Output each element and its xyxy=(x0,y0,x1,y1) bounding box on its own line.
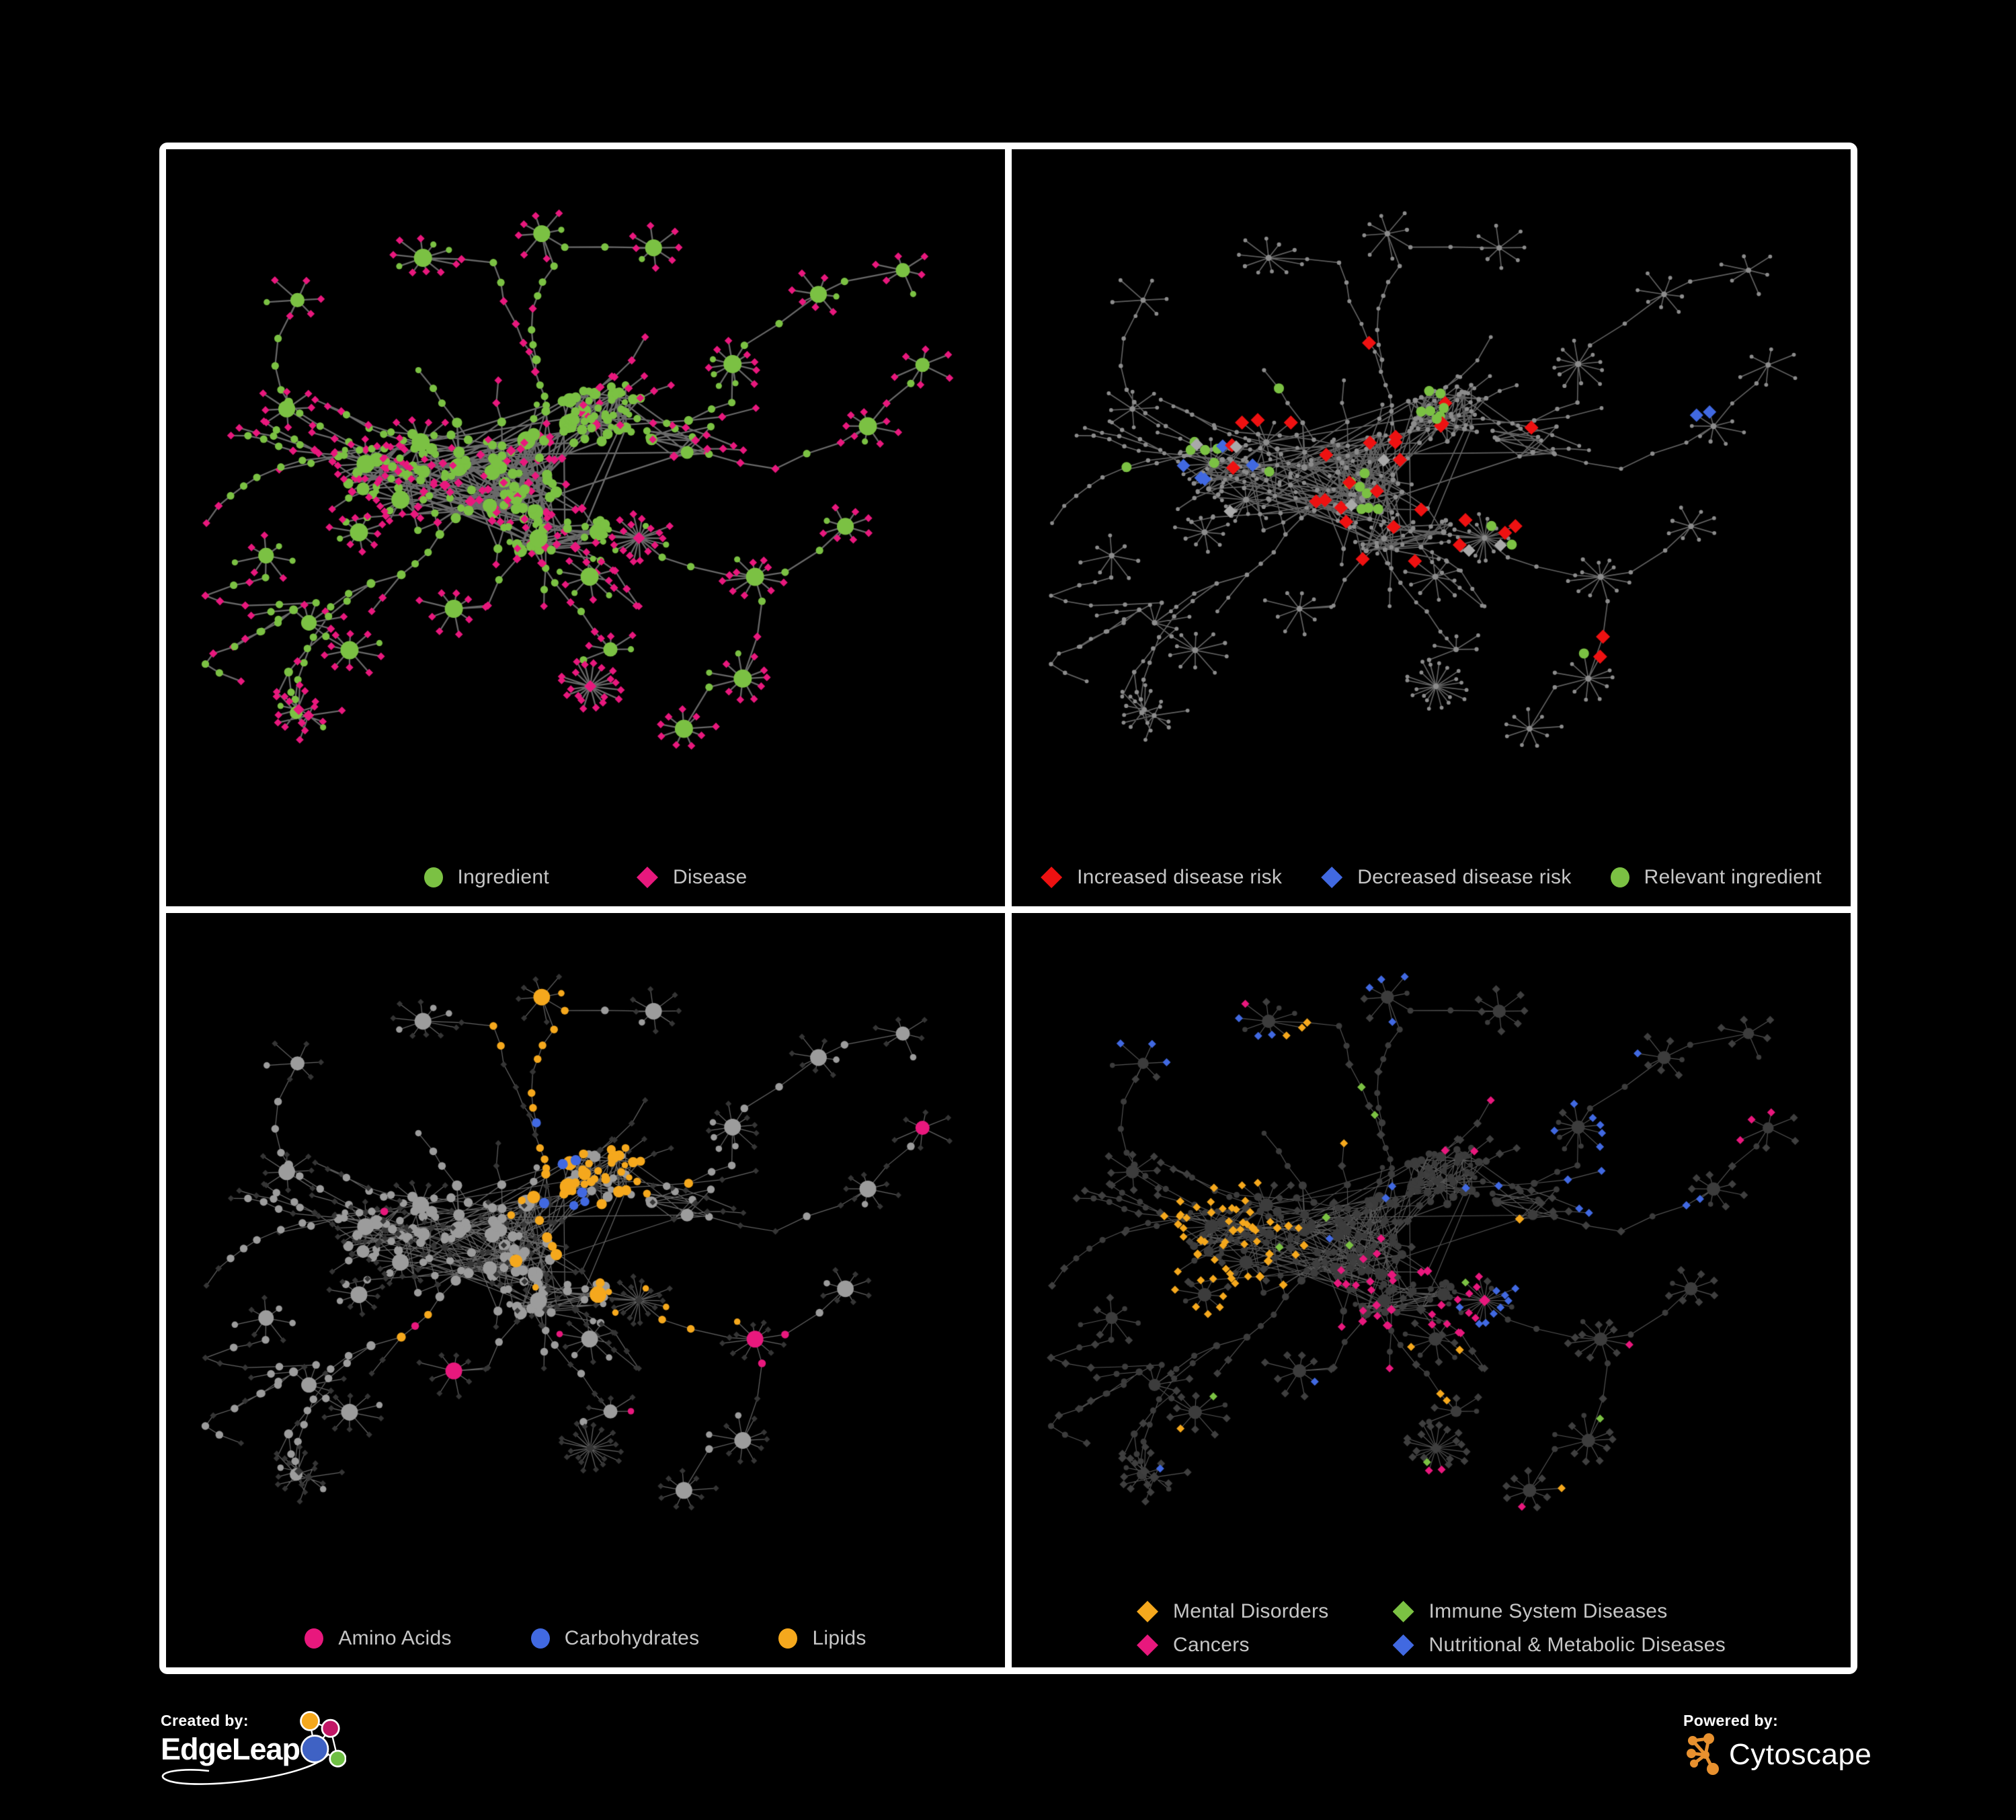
legend-item-carbohydrates: Carbohydrates xyxy=(530,1627,700,1650)
legend-label: Lipids xyxy=(812,1627,866,1649)
network-canvas-disease-risk xyxy=(1012,149,1851,906)
panel-disease-classes: Mental Disorders Immune System Diseases … xyxy=(1012,913,1851,1667)
legend-item-relevant-ingredient: Relevant ingredient xyxy=(1610,866,1822,889)
legend-label: Immune System Diseases xyxy=(1428,1600,1668,1622)
immune-diseases-diamond-marker xyxy=(1392,1601,1414,1622)
legend-label: Increased disease risk xyxy=(1077,866,1283,888)
legend-item-amino-acids: Amino Acids xyxy=(305,1627,451,1650)
legend-item-cancers: Cancers xyxy=(1137,1634,1250,1657)
cytoscape-branding: Powered by: xyxy=(1683,1712,1885,1777)
cancers-diamond-marker xyxy=(1137,1634,1158,1656)
legend-disease-risk: Increased disease risk Decreased disease… xyxy=(1012,866,1851,889)
legend-item-mental-disorders: Mental Disorders xyxy=(1137,1600,1329,1623)
horizontal-divider xyxy=(166,906,1851,913)
created-by-label: Created by: xyxy=(161,1712,249,1729)
vertical-divider xyxy=(1005,913,1012,1667)
amino-acids-circle-marker xyxy=(305,1628,324,1649)
legend-item-immune-system-diseases: Immune System Diseases xyxy=(1392,1600,1668,1623)
mental-disorders-diamond-marker xyxy=(1137,1601,1158,1622)
network-canvas-ingredient-disease xyxy=(166,149,1005,906)
legend-ingredient-disease: Ingredient Disease xyxy=(166,866,1005,889)
edgeleap-wordmark: EdgeLeap xyxy=(161,1732,300,1766)
cytoscape-logo-icon xyxy=(1687,1733,1719,1775)
increased-risk-diamond-marker xyxy=(1041,867,1063,888)
lipids-circle-marker xyxy=(778,1628,798,1649)
legend-label: Nutritional & Metabolic Diseases xyxy=(1428,1634,1726,1656)
legend-item-increased-risk: Increased disease risk xyxy=(1041,866,1282,889)
legend-item-nutritional-metabolic-diseases: Nutritional & Metabolic Diseases xyxy=(1392,1634,1726,1657)
legend-item-decreased-risk: Decreased disease risk xyxy=(1321,866,1571,889)
legend-item-disease: Disease xyxy=(636,866,748,889)
legend-label: Relevant ingredient xyxy=(1644,866,1822,888)
legend-label: Decreased disease risk xyxy=(1357,866,1572,888)
relevant-ingredient-circle-marker xyxy=(1610,867,1629,887)
legend-nutrient-classes: Amino Acids Carbohydrates Lipids xyxy=(166,1627,1005,1650)
legend-label: Cancers xyxy=(1173,1634,1250,1656)
legend-item-ingredient: Ingredient xyxy=(424,866,549,889)
network-canvas-disease-classes xyxy=(1012,913,1851,1667)
legend-label: Amino Acids xyxy=(338,1627,452,1649)
figure-grid: Ingredient Disease Increased disease ris… xyxy=(159,143,1857,1674)
panel-disease-risk: Increased disease risk Decreased disease… xyxy=(1012,149,1851,906)
disease-diamond-marker xyxy=(636,867,658,888)
cytoscape-wordmark: Cytoscape xyxy=(1729,1738,1872,1771)
panel-ingredient-disease: Ingredient Disease xyxy=(166,149,1005,906)
edgeleap-branding: Created by: EdgeLeap xyxy=(161,1711,376,1813)
decreased-risk-diamond-marker xyxy=(1321,867,1343,888)
legend-label: Disease xyxy=(672,866,748,888)
edgeleap-logo-icon xyxy=(300,1711,346,1768)
carbohydrates-circle-marker xyxy=(530,1628,550,1649)
vertical-divider xyxy=(1005,149,1012,906)
panel-nutrient-classes: Amino Acids Carbohydrates Lipids xyxy=(166,913,1005,1667)
nutritional-metabolic-diamond-marker xyxy=(1392,1634,1414,1656)
edgeleap-swoosh-icon xyxy=(161,1753,330,1785)
legend-label: Ingredient xyxy=(457,866,549,888)
powered-by-label: Powered by: xyxy=(1683,1712,1779,1729)
legend-label: Mental Disorders xyxy=(1173,1600,1329,1622)
network-canvas-nutrient-classes xyxy=(166,913,1005,1667)
legend-item-lipids: Lipids xyxy=(778,1627,866,1650)
legend-disease-classes: Mental Disorders Immune System Diseases … xyxy=(1012,1600,1851,1657)
ingredient-circle-marker xyxy=(424,867,443,887)
legend-label: Carbohydrates xyxy=(564,1627,700,1649)
